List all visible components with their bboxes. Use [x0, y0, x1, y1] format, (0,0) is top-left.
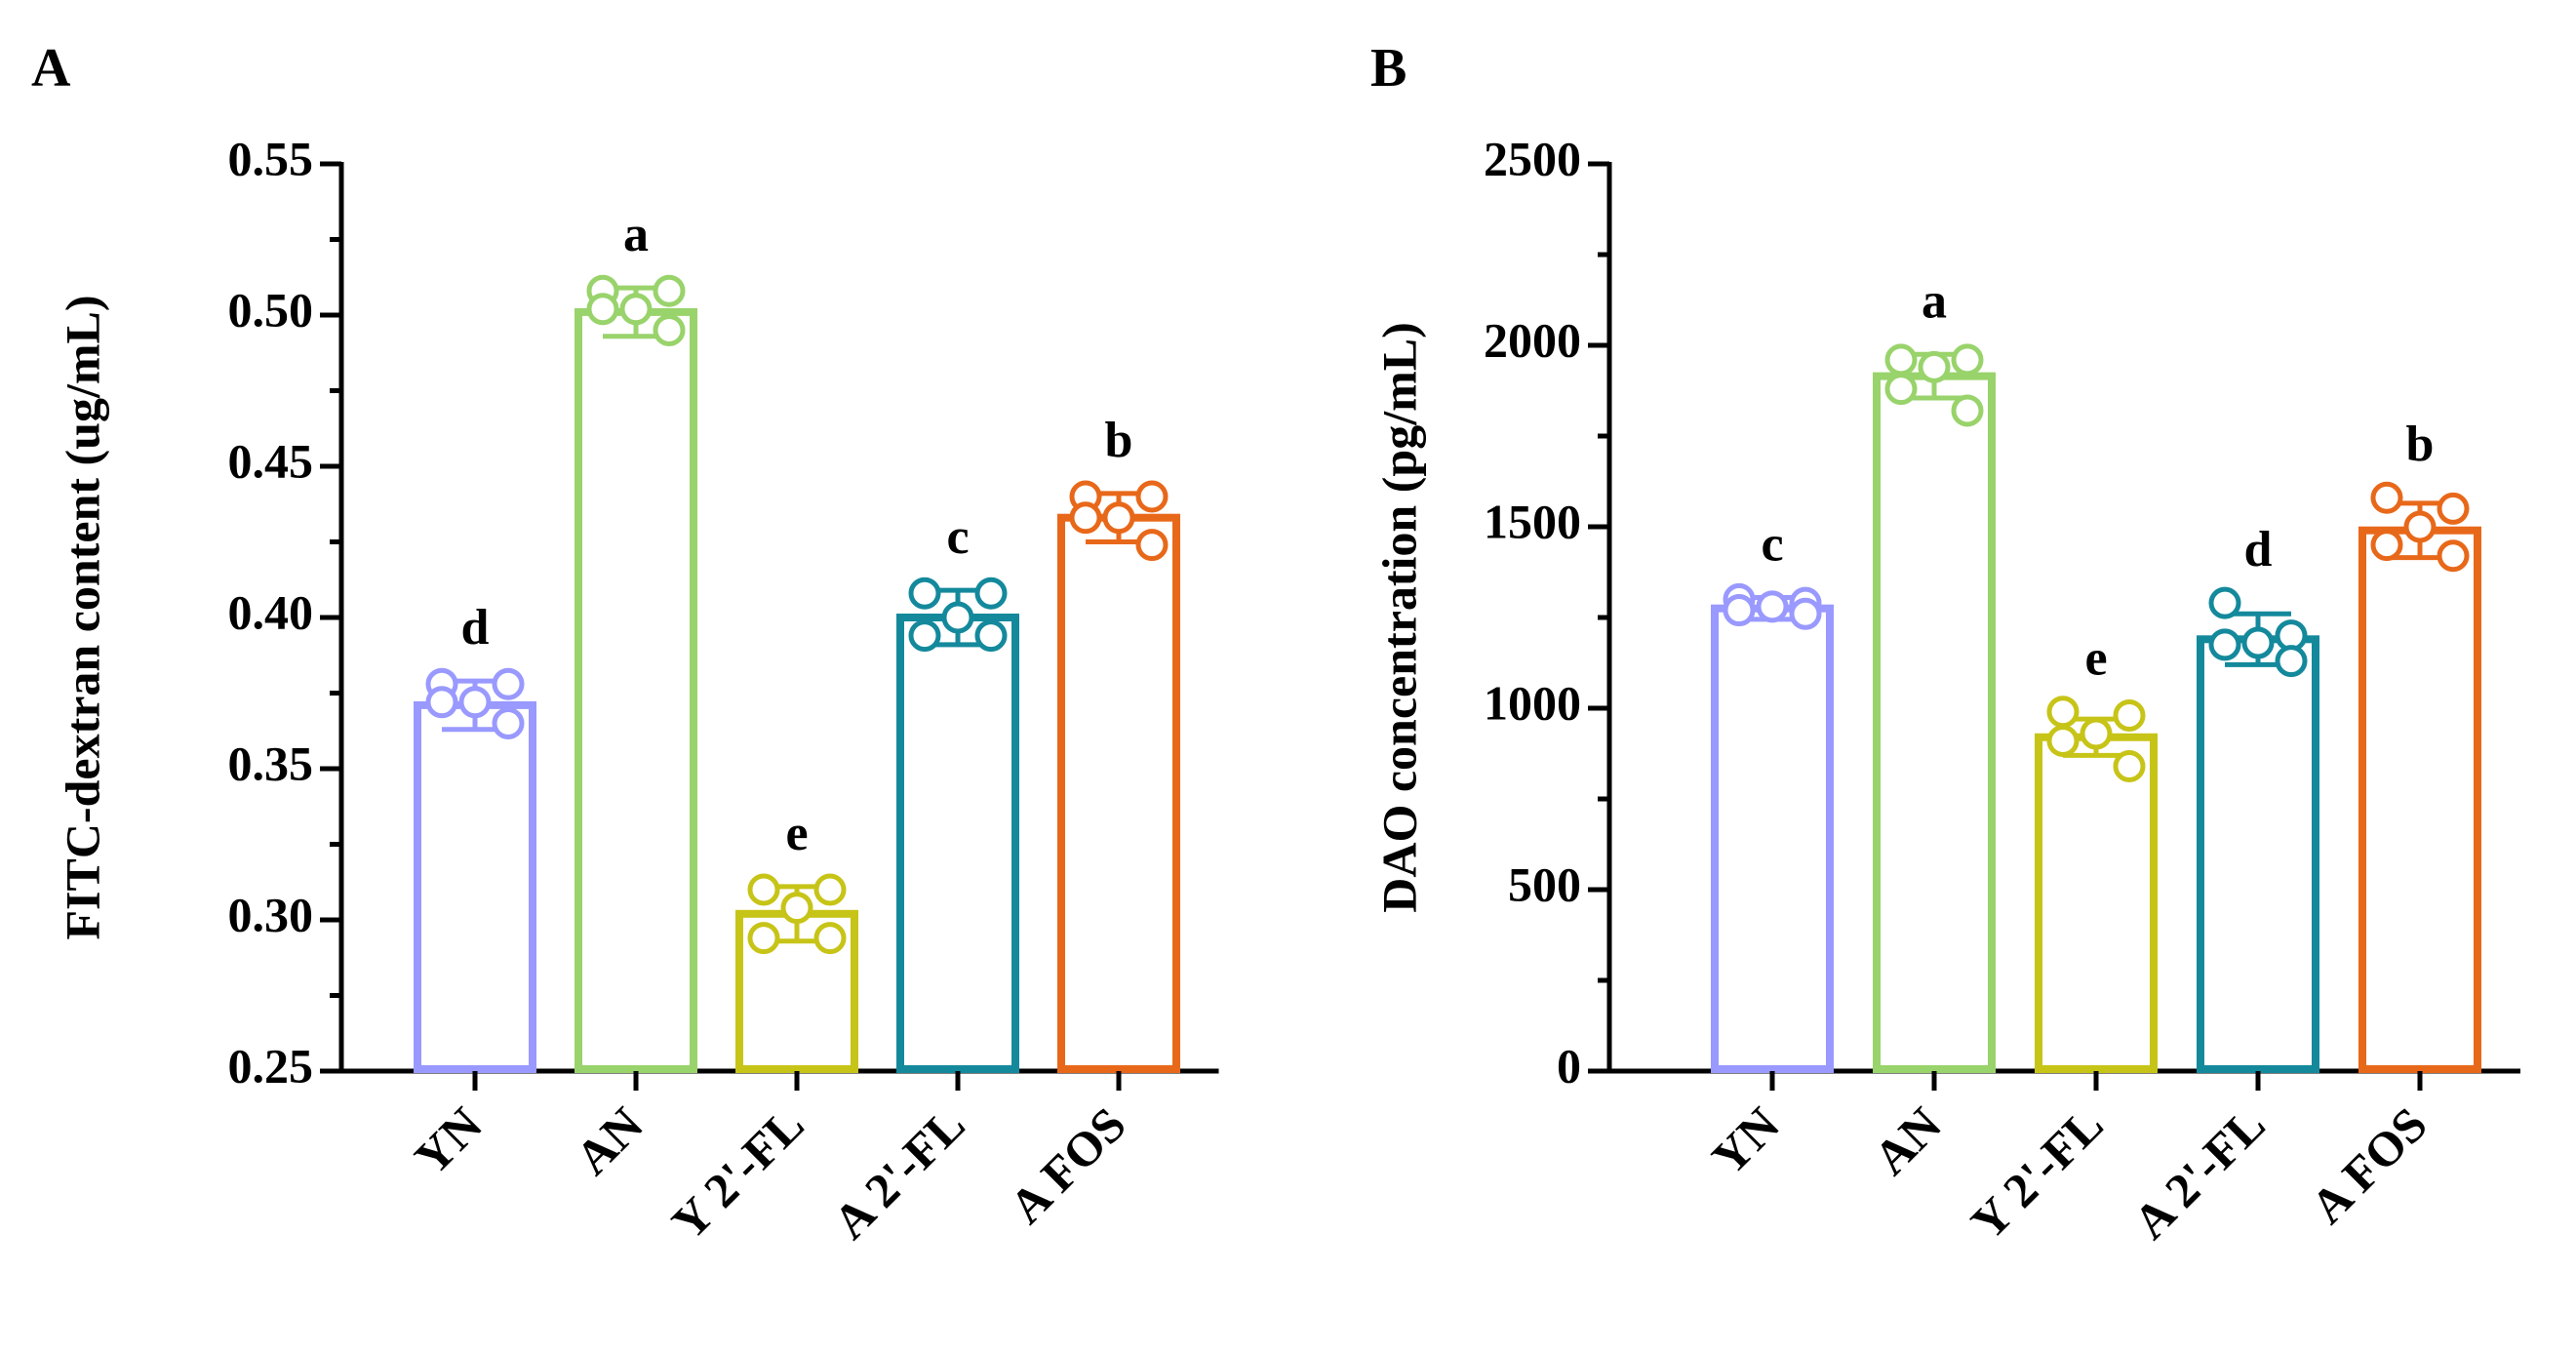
x-tick-label: A FOS — [2300, 1096, 2437, 1234]
y-tick-label: 500 — [1508, 856, 1581, 911]
bar-3 — [896, 614, 1019, 1073]
data-point-4-2 — [2403, 510, 2437, 543]
x-tick-label: A 2'-FL — [822, 1096, 974, 1249]
data-point-2-2 — [780, 892, 813, 925]
y-tick-label: 0.45 — [228, 433, 314, 488]
y-tick-label: 1500 — [1484, 494, 1581, 548]
x-tick-label: A FOS — [999, 1096, 1136, 1234]
bar-2 — [2035, 733, 2158, 1073]
y-tick-label: 0.50 — [228, 282, 314, 337]
data-point-2-0 — [747, 873, 780, 906]
significance-letter-2: e — [2084, 631, 2107, 687]
significance-letter-1: a — [623, 207, 649, 262]
data-point-4-3 — [2370, 529, 2403, 562]
data-point-2-4 — [813, 922, 847, 955]
panel-label: A — [31, 38, 71, 99]
data-point-3-1 — [974, 577, 1008, 610]
bar-4 — [1057, 513, 1180, 1073]
data-point-0-3 — [1723, 594, 1756, 627]
significance-letter-0: d — [461, 600, 490, 656]
bar-1 — [1873, 372, 1996, 1073]
data-point-0-2 — [1756, 590, 1789, 623]
data-point-2-2 — [2080, 717, 2113, 750]
data-point-2-3 — [747, 922, 780, 955]
data-point-0-3 — [425, 686, 458, 719]
x-tick-label: AN — [1863, 1096, 1952, 1185]
data-point-3-2 — [941, 601, 974, 634]
y-axis-title: FITC-dextran content (ug/mL) — [55, 295, 109, 939]
data-point-3-4 — [974, 619, 1008, 653]
y-tick-label: 0.55 — [228, 131, 314, 185]
data-point-4-1 — [1135, 480, 1169, 513]
data-point-1-2 — [619, 293, 653, 326]
y-tick-label: 0.40 — [228, 584, 314, 639]
data-point-1-3 — [586, 293, 619, 326]
data-point-4-0 — [2370, 481, 2403, 514]
data-point-1-3 — [1884, 373, 1918, 406]
data-point-0-2 — [458, 686, 492, 719]
y-tick-label: 0.30 — [228, 887, 314, 941]
bar-0 — [1711, 604, 1834, 1073]
data-point-1-1 — [1951, 343, 1984, 377]
significance-letter-1: a — [1922, 273, 1947, 329]
significance-letter-4: b — [2406, 417, 2435, 472]
data-point-2-4 — [2113, 750, 2146, 783]
bar-3 — [2197, 635, 2319, 1073]
data-point-3-2 — [2241, 626, 2275, 659]
data-point-3-4 — [2275, 645, 2308, 678]
data-point-3-3 — [908, 619, 941, 653]
data-point-4-4 — [2437, 539, 2470, 573]
data-point-2-0 — [2046, 696, 2080, 729]
x-tick-label: Y 2'-FL — [661, 1096, 814, 1250]
data-point-0-4 — [492, 707, 525, 739]
panel-a: A FITC-dextran content (ug/mL) 0.25 0.30 0.3… — [31, 38, 1219, 1250]
data-point-3-3 — [2208, 628, 2241, 661]
data-point-0-1 — [492, 667, 525, 700]
data-point-1-1 — [653, 274, 686, 307]
panel-label: B — [1370, 38, 1407, 99]
bar-0 — [414, 700, 536, 1074]
x-tick-label: AN — [565, 1096, 654, 1185]
x-tick-label: A 2'-FL — [2122, 1096, 2275, 1249]
data-point-1-2 — [1918, 350, 1951, 383]
data-point-2-3 — [2046, 724, 2080, 757]
y-tick-label: 0.35 — [228, 736, 314, 790]
data-point-1-4 — [653, 314, 686, 346]
x-tick-label: YN — [404, 1096, 493, 1185]
data-point-4-2 — [1102, 501, 1135, 535]
data-point-1-4 — [1951, 394, 1984, 427]
data-point-4-3 — [1069, 501, 1102, 535]
significance-letter-2: e — [785, 806, 808, 861]
y-tick-label: 0.25 — [228, 1038, 314, 1093]
x-tick-label: YN — [1701, 1096, 1790, 1185]
data-point-4-1 — [2437, 492, 2470, 525]
significance-letter-4: b — [1105, 413, 1133, 468]
y-tick-label: 0 — [1557, 1038, 1581, 1093]
data-point-2-1 — [2113, 698, 2146, 732]
data-point-2-1 — [813, 873, 847, 906]
y-tick-label: 2000 — [1484, 312, 1581, 367]
y-tick-label: 1000 — [1484, 675, 1581, 730]
data-point-4-4 — [1135, 529, 1169, 562]
panel-b: B DAO concentration (pg/mL) 0 500 1000 1500 20… — [1370, 38, 2520, 1250]
y-axis-title: DAO concentration (pg/mL) — [1371, 322, 1426, 913]
x-tick-label: Y 2'-FL — [1961, 1096, 2114, 1250]
bar-1 — [575, 307, 697, 1073]
data-point-1-0 — [1884, 343, 1918, 377]
significance-letter-3: d — [2244, 522, 2273, 577]
data-point-3-0 — [908, 577, 941, 610]
data-point-0-4 — [1789, 597, 1822, 630]
significance-letter-3: c — [946, 509, 969, 565]
bar-4 — [2358, 526, 2481, 1073]
y-tick-label: 2500 — [1484, 131, 1581, 185]
data-point-3-0 — [2208, 586, 2241, 619]
significance-letter-0: c — [1761, 517, 1783, 573]
